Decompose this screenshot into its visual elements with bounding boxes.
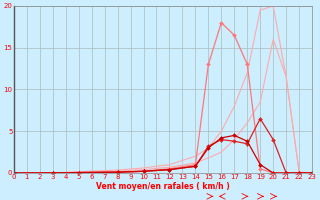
X-axis label: Vent moyen/en rafales ( km/h ): Vent moyen/en rafales ( km/h ) xyxy=(96,182,230,191)
